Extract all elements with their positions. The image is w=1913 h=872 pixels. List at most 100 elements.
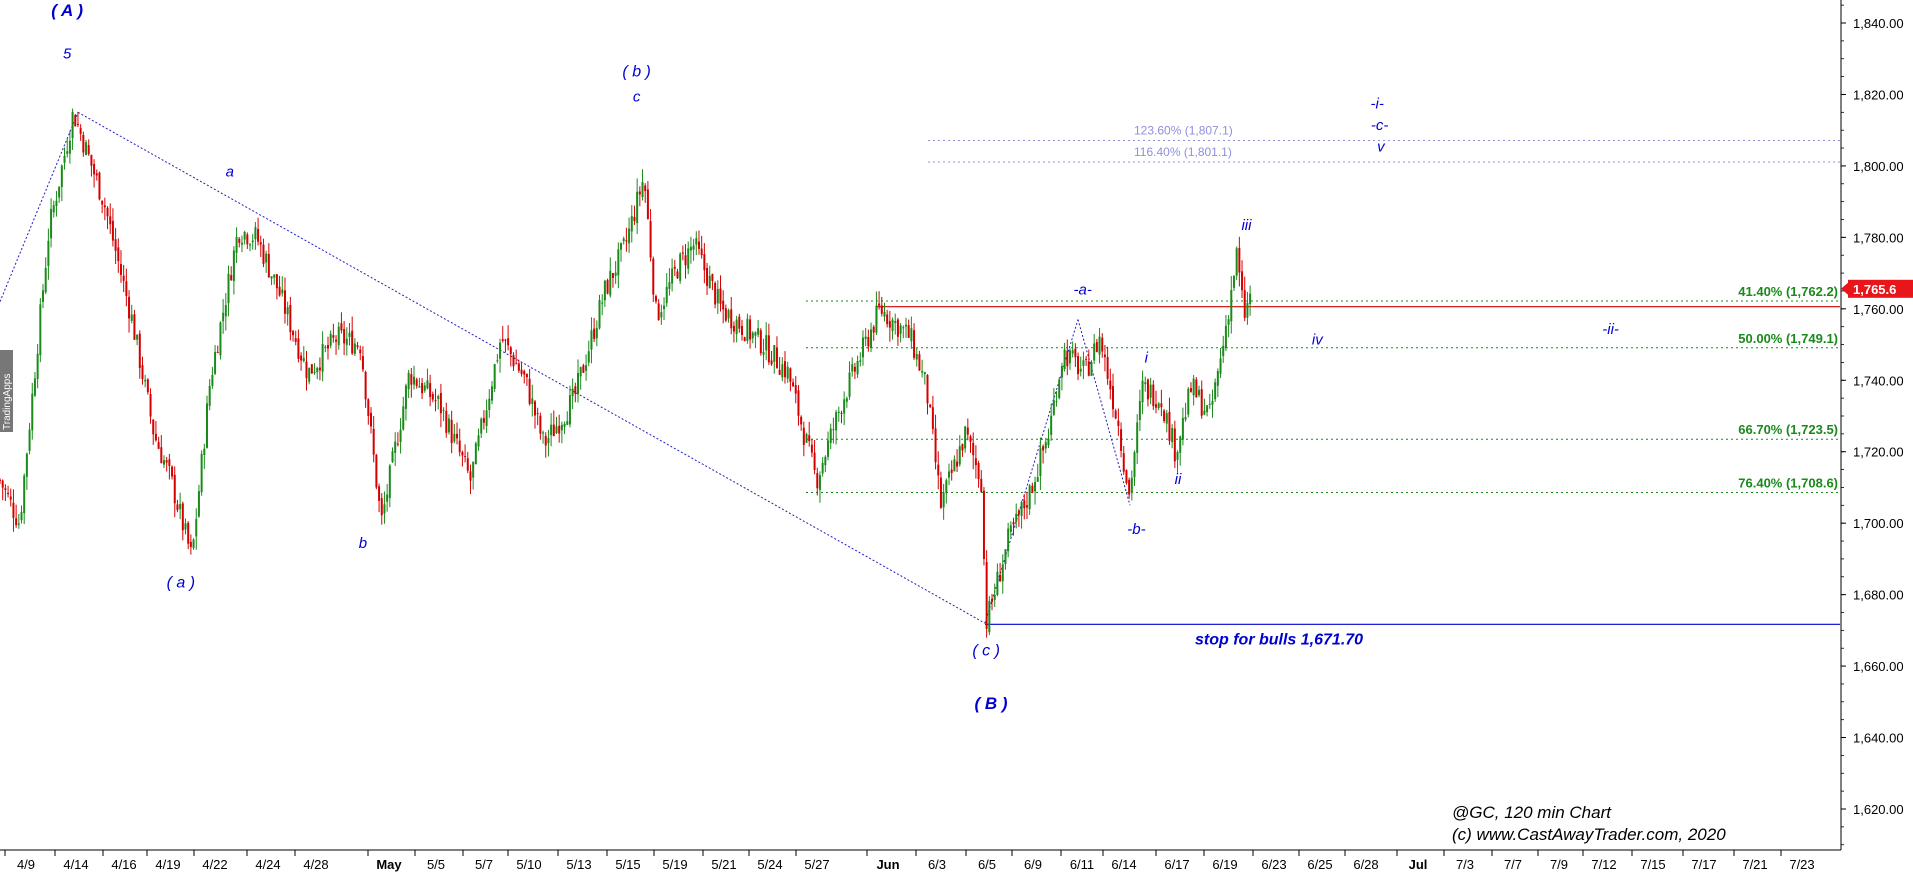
candle-up-body: [329, 333, 332, 346]
wave-label: c: [633, 89, 641, 106]
candle-down-body: [1241, 271, 1244, 291]
candle-down-body: [122, 275, 125, 281]
candle-down-body: [1238, 247, 1241, 273]
candle-up-body: [568, 395, 571, 425]
candle-up-body: [542, 432, 545, 434]
candle-down-body: [361, 356, 364, 370]
candle-down-body: [719, 288, 722, 304]
candle-up-body: [531, 398, 534, 404]
candle-down-body: [714, 282, 717, 305]
candle-up-body: [614, 272, 617, 276]
candle-down-body: [157, 442, 160, 449]
candle-up-body: [1063, 349, 1066, 370]
extension-level-label: 123.60% (1,807.1): [1134, 124, 1233, 138]
candle-up-body: [1068, 350, 1071, 364]
candle-up-body: [1050, 415, 1053, 435]
y-tick-label: 1,740.00: [1853, 373, 1904, 388]
vendor-tag-box: [0, 350, 13, 432]
candle-up-body: [477, 435, 480, 447]
candle-down-body: [1173, 428, 1176, 462]
candle-up-body: [197, 491, 200, 517]
candle-down-body: [1168, 411, 1171, 441]
candle-down-body: [133, 314, 136, 340]
candle-down-body: [278, 286, 281, 296]
candle-down-body: [523, 370, 526, 375]
candle-up-body: [915, 353, 918, 360]
candle-down-body: [456, 433, 459, 439]
candle-down-body: [372, 428, 375, 455]
candle-down-body: [165, 460, 168, 463]
candle-up-body: [595, 328, 598, 339]
candle-down-body: [176, 504, 179, 510]
last-price-pointer: [1841, 282, 1848, 295]
trendline-wave-b: [1077, 319, 1131, 506]
candle-up-body: [585, 365, 588, 371]
candle-up-body: [577, 372, 580, 395]
candle-up-body: [324, 346, 327, 348]
y-tick-label: 1,840.00: [1853, 16, 1904, 31]
candle-down-body: [1128, 479, 1131, 495]
candle-up-body: [923, 372, 926, 375]
candle-down-body: [1066, 350, 1069, 367]
candle-down-body: [4, 488, 7, 490]
candle-up-body: [1001, 564, 1004, 582]
candle-up-body: [948, 471, 951, 478]
candle-up-body: [353, 343, 356, 354]
candle-down-body: [154, 433, 157, 441]
candle-down-body: [76, 123, 79, 125]
candle-up-body: [1216, 371, 1219, 386]
candle-up-body: [1206, 405, 1209, 413]
wave-label: ( b ): [622, 64, 650, 81]
candle-up-body: [28, 429, 31, 451]
candle-up-body: [1235, 248, 1238, 276]
candle-up-body: [55, 200, 58, 207]
candle-down-body: [359, 349, 362, 354]
candle-up-body: [566, 421, 569, 425]
candle-down-body: [187, 522, 190, 544]
candle-down-body: [429, 383, 432, 398]
candle-down-body: [318, 367, 321, 371]
candle-down-body: [1163, 410, 1166, 421]
candle-down-body: [533, 401, 536, 416]
y-tick-label: 1,620.00: [1853, 802, 1904, 817]
candle-up-body: [859, 360, 862, 362]
x-tick-label: 7/12: [1591, 857, 1616, 872]
candle-down-body: [257, 228, 260, 242]
wave-label: 5: [63, 46, 72, 63]
candle-up-body: [751, 332, 754, 339]
candle-up-body: [437, 396, 440, 400]
wave-label: ( A ): [51, 1, 83, 20]
candle-down-body: [974, 458, 977, 466]
candle-up-body: [302, 358, 305, 362]
candle-up-body: [765, 335, 768, 351]
x-tick-label: 4/14: [63, 857, 88, 872]
candle-down-body: [117, 247, 120, 261]
candle-down-body: [520, 369, 523, 374]
candle-down-body: [926, 374, 929, 404]
candle-up-body: [1187, 388, 1190, 415]
candle-up-body: [1179, 436, 1182, 453]
candle-down-body: [109, 216, 112, 225]
candle-up-body: [1211, 400, 1214, 405]
candle-down-body: [15, 518, 18, 526]
candle-up-body: [1203, 410, 1206, 415]
candle-up-body: [249, 244, 252, 246]
extension-level-label: 116.40% (1,801.1): [1134, 145, 1232, 159]
candle-up-body: [490, 386, 493, 401]
candle-up-body: [39, 304, 42, 356]
candle-down-body: [985, 562, 988, 629]
candle-up-body: [480, 418, 483, 434]
candle-up-body: [1028, 485, 1031, 510]
candle-up-body: [391, 451, 394, 463]
candle-up-body: [598, 300, 601, 329]
candle-down-body: [305, 361, 308, 379]
candle-down-body: [1085, 358, 1088, 360]
candle-up-body: [555, 426, 558, 434]
candle-up-body: [1015, 513, 1018, 522]
fib-level-label: 76.40% (1,708.6): [1738, 475, 1838, 490]
candle-up-body: [590, 330, 593, 350]
candle-up-body: [485, 410, 488, 426]
candle-down-body: [114, 239, 117, 251]
candle-up-body: [474, 443, 477, 465]
